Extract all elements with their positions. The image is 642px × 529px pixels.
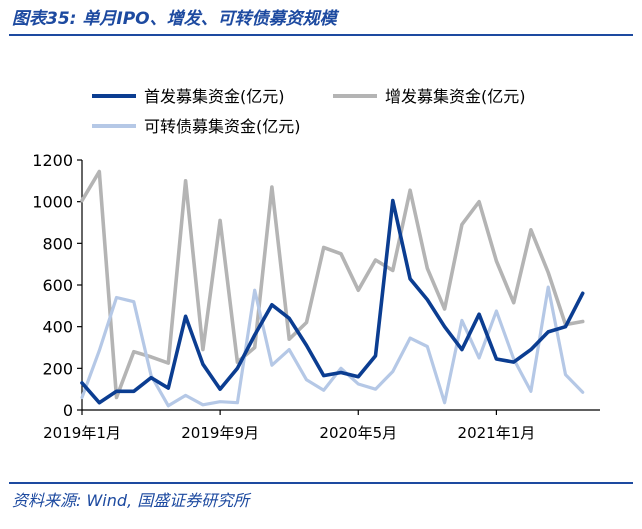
legend-label-convertible: 可转债募集资金(亿元): [144, 117, 301, 136]
x-tick-label: 2020年5月: [319, 424, 397, 442]
series-layer: [80, 169, 585, 408]
y-tick-label: 0: [63, 401, 73, 420]
figure-title: 图表35: 单月IPO、增发、可转债募资规模: [12, 9, 337, 29]
y-tick-label: 800: [42, 234, 73, 253]
legend-label-ipo: 首发募集资金(亿元): [144, 87, 285, 106]
source-rule: [9, 482, 633, 484]
x-tick-label: 2019年1月: [43, 424, 121, 442]
chart: 0 200 400 600 800 1000 1200 2019年1月 2019年9月 2020…: [32, 87, 600, 442]
y-tick-label: 200: [42, 359, 73, 378]
x-axis: 2019年1月 2019年9月 2020年5月 2021年1月: [43, 409, 600, 442]
series-line-placement: [80, 169, 585, 400]
series-line-convertible: [80, 285, 585, 408]
y-axis: 0 200 400 600 800 1000 1200: [32, 151, 83, 420]
y-tick-label: 400: [42, 318, 73, 337]
y-tick-label: 1200: [32, 151, 73, 170]
x-tick-label: 2021年1月: [458, 424, 536, 442]
series-line-ipo: [80, 198, 585, 405]
legend-label-placement: 增发募集资金(亿元): [385, 87, 526, 106]
y-tick-label: 1000: [32, 193, 73, 212]
y-tick-label: 600: [42, 276, 73, 295]
legend: 首发募集资金(亿元) 增发募集资金(亿元) 可转债募集资金(亿元): [92, 87, 526, 136]
x-tick-label: 2019年9月: [181, 424, 259, 442]
title-rule: [9, 34, 633, 36]
source-note: 资料来源: Wind, 国盛证券研究所: [12, 491, 250, 510]
